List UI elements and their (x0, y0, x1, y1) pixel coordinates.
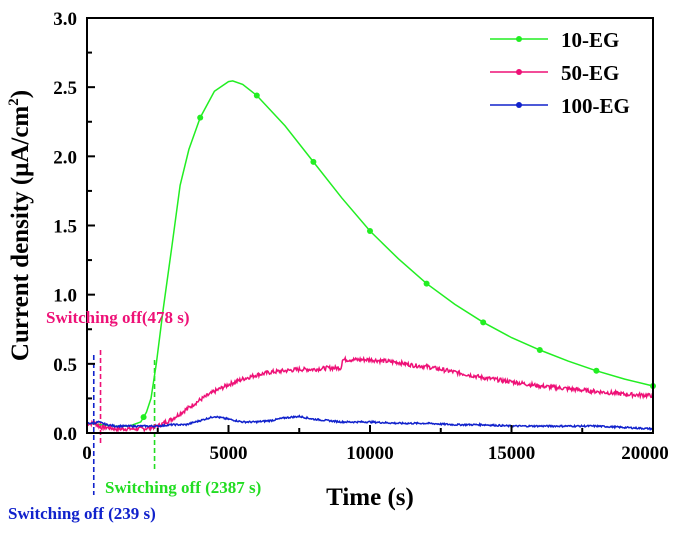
series-line (86, 80, 654, 427)
y-tick-label: 1.5 (53, 217, 77, 238)
series-10-EG (86, 80, 656, 427)
data-point (253, 92, 260, 99)
y-tick-label: 1.0 (53, 286, 77, 307)
data-point (423, 280, 430, 287)
plot-area (86, 80, 656, 495)
x-tick-label: 20000 (621, 443, 669, 464)
data-point (197, 114, 204, 121)
x-axis-title: Time (s) (326, 484, 414, 511)
y-tick-label: 0.5 (53, 355, 77, 376)
series-line (86, 414, 654, 431)
legend-label: 100-EG (561, 94, 630, 118)
y-axis-title-superscript: 2 (6, 98, 22, 106)
axis-ticks (86, 17, 654, 434)
x-tick-label: 10000 (346, 443, 394, 464)
series-100-EG (86, 414, 654, 431)
legend-marker (516, 69, 522, 75)
y-axis-title-close: ) (7, 90, 34, 98)
legend-item: 100-EG (490, 94, 630, 118)
data-point (140, 414, 147, 421)
switch-off-annotation: Switching off (239 s) (8, 504, 156, 523)
data-point (310, 158, 317, 165)
y-tick-label: 2.5 (53, 78, 77, 99)
y-tick-label: 2.0 (53, 147, 77, 168)
data-point (536, 347, 543, 353)
data-point (480, 319, 487, 326)
x-tick-label: 5000 (210, 443, 248, 464)
annotations: Switching off(478 s) Switching off (2387 … (8, 308, 261, 523)
x-tick-label: 0 (82, 443, 92, 464)
y-tick-label: 3.0 (53, 9, 77, 30)
legend-label: 50-EG (561, 61, 619, 85)
y-axis-title-main: Current density (μA/cm (7, 106, 34, 362)
legend-label: 10-EG (561, 28, 619, 52)
tick-labels: 0 5000 10000 15000 20000 0.0 0.5 1.0 1.5 2.0 2.5 3.… (53, 9, 669, 464)
switch-off-annotation: Switching off (2387 s) (105, 478, 261, 497)
legend: 10-EG 50-EG 100-EG (490, 28, 630, 118)
data-point (367, 228, 373, 235)
series-50-EG (86, 355, 654, 433)
data-point (593, 367, 600, 374)
y-axis-title: Current density (μA/cm2) (6, 90, 34, 361)
legend-marker (516, 102, 522, 108)
legend-item: 10-EG (490, 28, 619, 52)
legend-item: 50-EG (490, 61, 619, 85)
x-tick-label: 15000 (488, 443, 536, 464)
legend-marker (516, 36, 522, 42)
series-line (86, 355, 654, 433)
y-tick-label: 0.0 (53, 424, 77, 445)
switch-off-annotation: Switching off(478 s) (46, 308, 190, 327)
